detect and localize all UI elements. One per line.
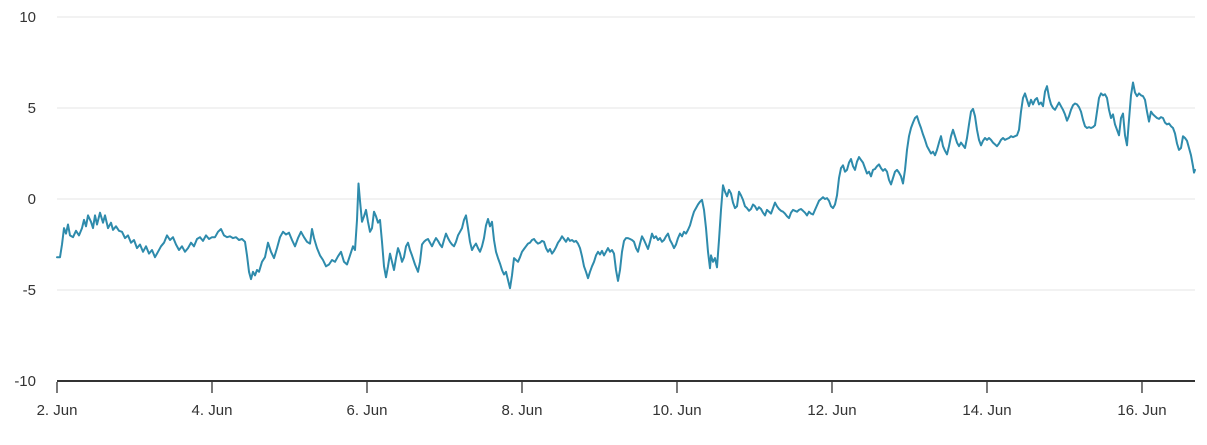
x-axis-label: 10. Jun (652, 402, 701, 419)
x-axis-label: 6. Jun (347, 402, 388, 419)
y-axis-label: 10 (19, 9, 36, 26)
y-axis-label: -5 (23, 282, 36, 299)
x-axis-label: 4. Jun (192, 402, 233, 419)
x-axis-label: 12. Jun (807, 402, 856, 419)
x-axis-label: 16. Jun (1117, 402, 1166, 419)
x-axis-label: 2. Jun (37, 402, 78, 419)
x-axis-label: 14. Jun (962, 402, 1011, 419)
series-line (56, 81, 1196, 290)
y-axis-label: 0 (28, 191, 36, 208)
y-axis-label: -10 (14, 373, 36, 390)
y-axis-label: 5 (28, 100, 36, 117)
x-axis-label: 8. Jun (502, 402, 543, 419)
